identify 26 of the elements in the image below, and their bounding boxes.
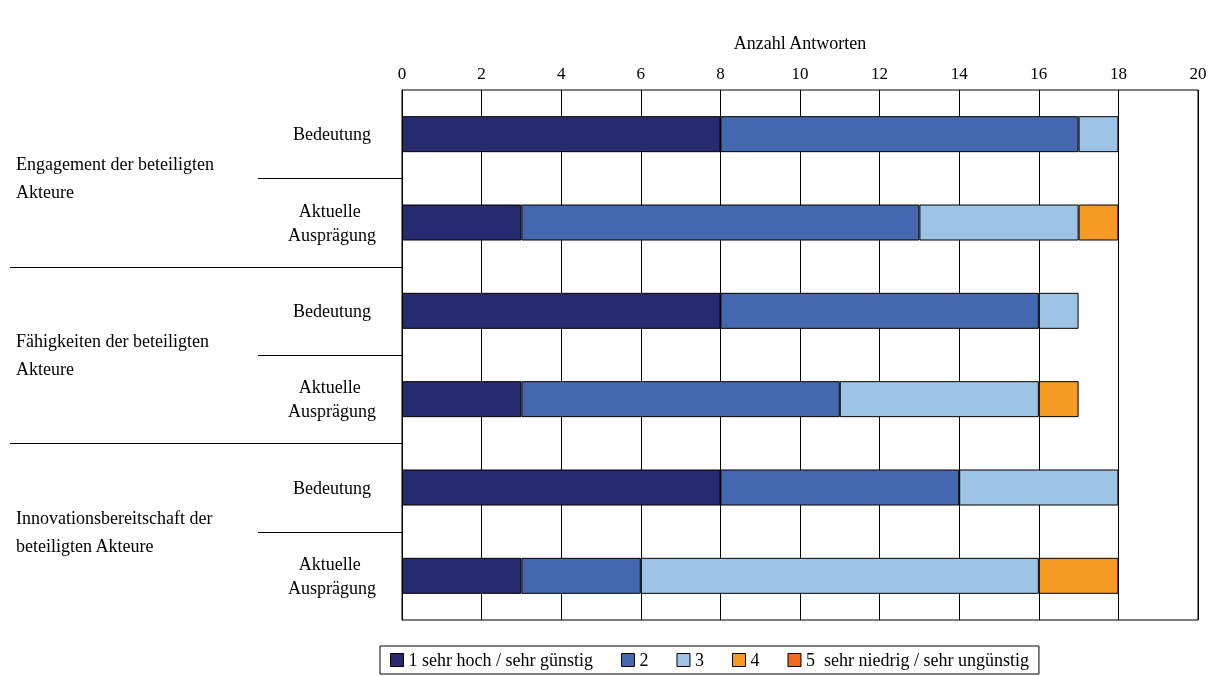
- x-tick-label: 20: [1189, 64, 1207, 83]
- x-tick-label: 14: [950, 64, 969, 83]
- y-tick-label: Aktuelle Ausprägung: [288, 377, 376, 422]
- legend-label: 3: [694, 650, 704, 670]
- x-tick-label: 18: [1109, 64, 1127, 83]
- x-tick-label: 12: [871, 64, 889, 83]
- x-tick-label: 8: [716, 64, 725, 83]
- x-tick-label: 16: [1030, 64, 1048, 83]
- legend-label: 4: [750, 650, 760, 670]
- x-tick-label: 2: [477, 64, 486, 83]
- x-tick-label: 0: [397, 64, 407, 83]
- text: Fähigkeiten der beteiligten Akteure: [16, 330, 210, 381]
- y-tick-label: Aktuelle Ausprägung: [288, 553, 376, 598]
- text: Innovationsbereitschaft der beteiligten Akteure: [16, 506, 214, 558]
- x-axis-title: Anzahl Antworten: [733, 33, 867, 53]
- legend-label: 1 sehr hoch / sehr günstig: [408, 650, 593, 670]
- y-tick-label: Bedeutung: [293, 124, 371, 145]
- x-tick-label: 10: [791, 64, 809, 83]
- y-tick-label: Bedeutung: [293, 300, 371, 321]
- text: Engagement der beteiligten Akteure: [16, 153, 215, 205]
- legend-label: 2: [639, 650, 649, 670]
- x-tick-label: 4: [556, 64, 566, 83]
- y-tick-label: Aktuelle Ausprägung: [288, 200, 376, 245]
- y-tick-label: Bedeutung: [293, 477, 371, 498]
- legend-label: 5 sehr niedrig / sehr ungünstig: [805, 650, 1029, 670]
- x-tick-label: 6: [636, 64, 646, 83]
